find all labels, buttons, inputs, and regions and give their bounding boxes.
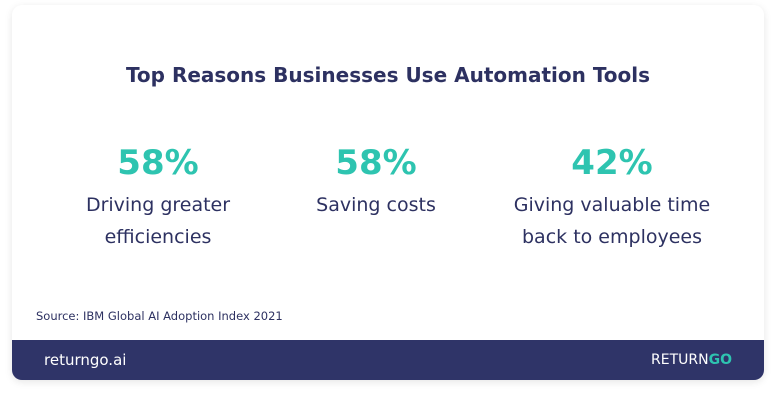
logo: RETURNGO (651, 352, 732, 368)
stat-value: 42% (571, 143, 653, 183)
stat-label: Giving valuable time back to employees (492, 189, 732, 253)
logo-word: RETURN (651, 352, 709, 368)
source: Source: IBM Global AI Adoption Index 202… (36, 309, 283, 323)
title: Top Reasons Businesses Use Automation To… (125, 63, 651, 87)
stat: 42% Giving valuable time back to employees (492, 141, 732, 253)
stat: 58% Driving greater efficiencies (38, 141, 278, 253)
stat-label-line: Driving greater (85, 194, 231, 216)
stat-label-line: Saving costs (316, 194, 436, 216)
stat: 58% Saving costs (256, 141, 496, 221)
card: Top Reasons Businesses Use Automation To… (12, 5, 764, 380)
stat-value: 58% (335, 143, 417, 183)
stat-label-line: back to employees (522, 226, 702, 248)
footer: returngo.ai RETURNGO (12, 340, 764, 380)
logo-accent: GO (708, 352, 732, 368)
site-url: returngo.ai (44, 351, 127, 369)
stat-value: 58% (117, 143, 199, 183)
stat-label-line: efficiencies (104, 226, 212, 248)
stat-label: Driving greater efficiencies (38, 189, 278, 253)
stat-label: Saving costs (256, 189, 496, 221)
stat-label-line: Giving valuable time (513, 194, 711, 216)
